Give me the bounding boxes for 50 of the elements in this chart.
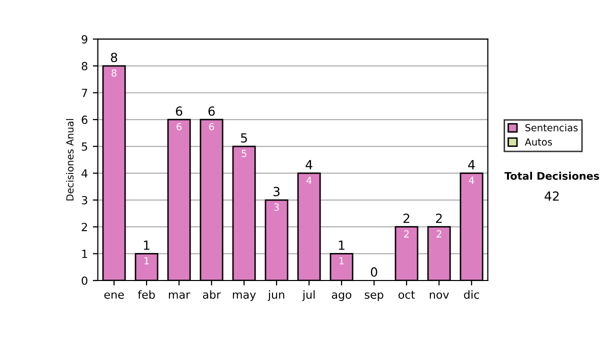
y-tick-label: 4 xyxy=(82,169,88,178)
data-label: 4 xyxy=(306,176,312,184)
y-axis-title: Decisiones Anual xyxy=(66,119,74,200)
data-label: 6 xyxy=(176,122,182,130)
x-tick-label: sep xyxy=(364,292,384,301)
x-tick-label: feb xyxy=(138,290,155,299)
data-label: 6 xyxy=(209,122,214,130)
data-label: 2 xyxy=(436,230,442,238)
total-label: 3 xyxy=(274,186,280,196)
legend-label: Autos xyxy=(524,138,552,146)
data-label: 1 xyxy=(144,257,149,264)
text: Total Decisiones xyxy=(504,172,600,180)
data-label: 4 xyxy=(468,176,474,184)
x-tick-label: abr xyxy=(203,290,221,299)
y-tick-label: 2 xyxy=(82,222,87,232)
total-label: 5 xyxy=(241,133,247,143)
y-tick-label: 7 xyxy=(82,88,88,97)
x-tick-label: ago xyxy=(332,292,352,301)
y-tick-label: 0 xyxy=(82,276,88,285)
x-tick-label: jun xyxy=(268,290,284,301)
x-tick-label: nov xyxy=(430,292,449,299)
x-tick-label: oct xyxy=(398,290,415,299)
data-label: 3 xyxy=(274,203,279,211)
total-label: 6 xyxy=(208,106,215,116)
total-label: 4 xyxy=(306,160,312,170)
y-tick-label: 8 xyxy=(82,62,88,70)
text: 42 xyxy=(544,191,559,201)
x-tick-label: ene xyxy=(104,292,124,299)
total-label: 6 xyxy=(176,106,182,116)
y-tick-label: 3 xyxy=(82,196,88,204)
total-label: 4 xyxy=(468,160,475,170)
x-tick-label: mar xyxy=(168,292,190,299)
total-label: 2 xyxy=(403,214,410,223)
data-label: 2 xyxy=(404,230,409,238)
total-label: 8 xyxy=(110,52,118,62)
y-tick-label: 1 xyxy=(82,250,88,258)
total-label: 0 xyxy=(370,267,378,277)
x-tick-label: jul xyxy=(302,290,315,301)
x-tick-label: dic xyxy=(464,290,479,299)
y-tick-label: 5 xyxy=(82,142,88,151)
y-tick-label: 6 xyxy=(82,116,88,124)
x-tick-label: may xyxy=(232,292,256,301)
total-label: 1 xyxy=(144,240,150,250)
legend-label: Sentencias xyxy=(525,124,578,132)
y-tick-label: 9 xyxy=(82,35,88,44)
total-label: 1 xyxy=(338,240,344,250)
data-label: 5 xyxy=(242,150,246,158)
data-label: 8 xyxy=(112,69,116,77)
total-label: 2 xyxy=(436,214,442,223)
data-label: 1 xyxy=(340,257,344,264)
